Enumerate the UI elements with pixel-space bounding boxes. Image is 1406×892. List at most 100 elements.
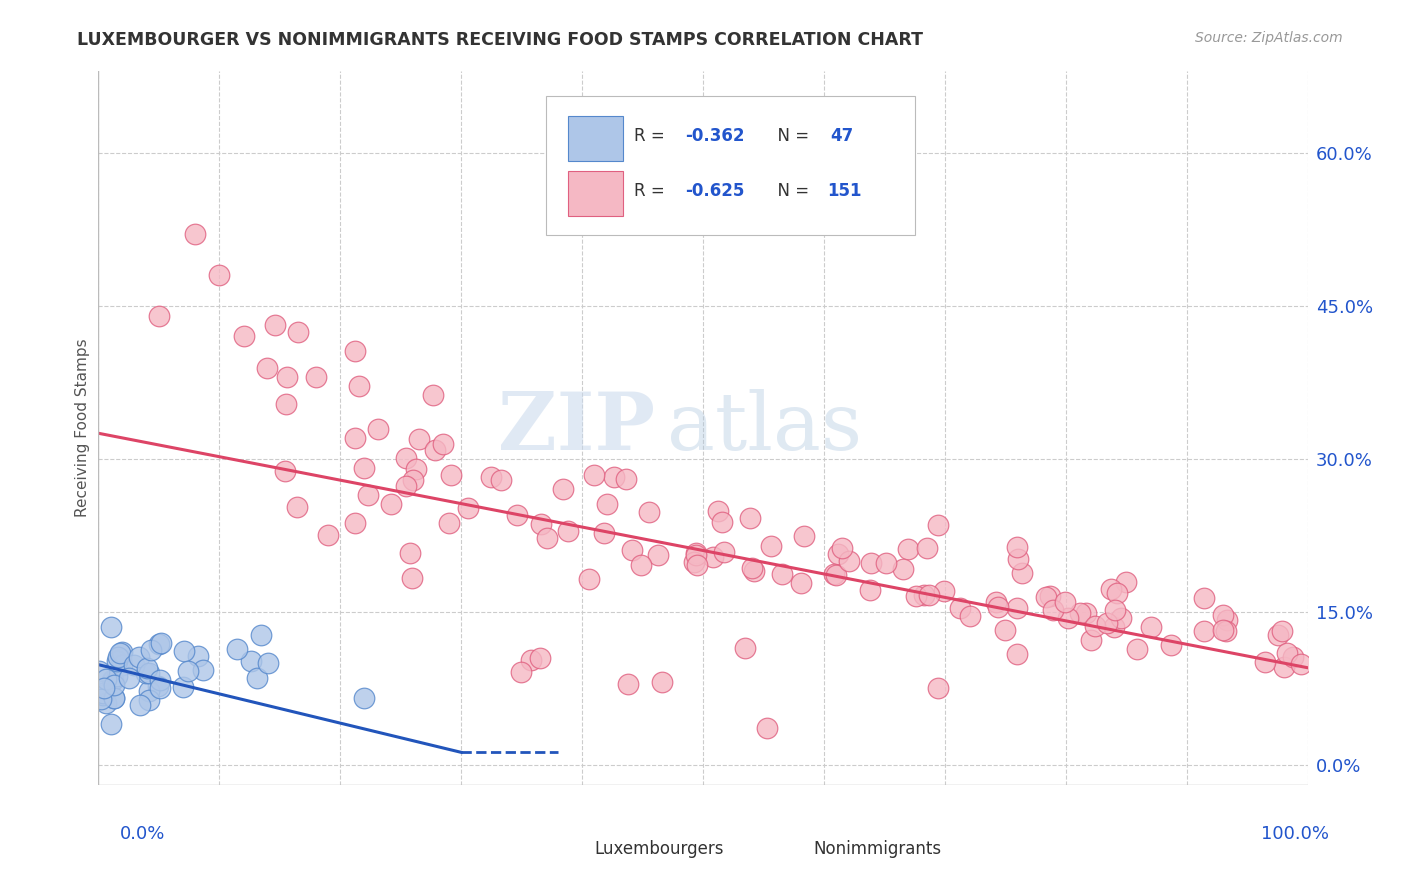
Point [1057, 610, 1080, 624]
Point [959, 608, 981, 623]
Point [529, 651, 551, 665]
Point [274, 464, 297, 478]
Point [905, 589, 928, 603]
Point [93, 681, 115, 695]
Point [770, 566, 793, 581]
Point [827, 547, 849, 561]
Point [1275, 646, 1298, 660]
Point [1005, 647, 1028, 661]
Point [103, 678, 125, 692]
Point [510, 665, 533, 679]
Point [343, 516, 366, 531]
Point [256, 656, 278, 670]
Point [250, 628, 273, 642]
Point [107, 649, 129, 664]
Point [101, 673, 124, 688]
Point [1104, 603, 1126, 617]
Point [353, 691, 375, 706]
Point [647, 549, 669, 563]
Point [305, 370, 328, 384]
Point [713, 544, 735, 558]
Point [1271, 624, 1294, 638]
Text: atlas: atlas [666, 389, 862, 467]
Point [1042, 603, 1064, 617]
Point [583, 468, 606, 483]
Point [1289, 657, 1312, 671]
Point [741, 561, 763, 575]
Point [915, 541, 938, 555]
Text: ZIP: ZIP [498, 389, 655, 467]
Point [432, 437, 454, 451]
Point [90, 692, 112, 706]
Point [1053, 595, 1076, 609]
Point [891, 562, 914, 576]
Point [742, 564, 765, 578]
Point [347, 378, 370, 392]
Point [553, 482, 575, 496]
Point [422, 388, 444, 402]
Point [912, 588, 935, 602]
Point [1005, 540, 1028, 554]
Point [353, 461, 375, 475]
Point [184, 227, 207, 242]
Text: 151: 151 [828, 182, 862, 200]
Point [274, 397, 297, 411]
Point [87, 664, 110, 678]
Point [1011, 566, 1033, 580]
Point [793, 529, 815, 543]
Point [683, 555, 706, 569]
Point [506, 508, 529, 523]
Point [1039, 590, 1062, 604]
FancyBboxPatch shape [568, 171, 623, 216]
Point [105, 655, 128, 669]
Text: R =: R = [634, 127, 671, 145]
Point [994, 623, 1017, 637]
Point [103, 690, 125, 705]
Text: R =: R = [634, 182, 671, 200]
Point [1160, 638, 1182, 652]
Point [489, 473, 512, 487]
Point [1192, 624, 1215, 639]
Point [984, 595, 1007, 609]
Point [232, 329, 254, 343]
FancyBboxPatch shape [543, 833, 588, 865]
Point [1140, 620, 1163, 634]
Point [423, 442, 446, 457]
Point [859, 582, 882, 597]
Point [108, 646, 131, 660]
Point [530, 517, 553, 532]
Point [1099, 582, 1122, 596]
Point [1216, 613, 1239, 627]
Point [146, 679, 169, 693]
Point [651, 674, 673, 689]
Point [860, 556, 883, 570]
Point [138, 684, 160, 698]
Point [437, 516, 460, 530]
Point [357, 487, 380, 501]
Point [1069, 606, 1091, 620]
Point [897, 541, 920, 556]
Point [987, 600, 1010, 615]
Point [138, 665, 160, 680]
FancyBboxPatch shape [546, 96, 915, 235]
Point [408, 432, 430, 446]
Text: N =: N = [768, 182, 814, 200]
Text: -0.362: -0.362 [685, 127, 744, 145]
Point [927, 681, 949, 695]
Point [172, 680, 194, 694]
Point [124, 657, 146, 672]
Point [101, 673, 124, 687]
Point [1035, 591, 1057, 605]
FancyBboxPatch shape [568, 116, 623, 161]
Text: 100.0%: 100.0% [1261, 825, 1329, 843]
Point [831, 541, 853, 555]
Point [149, 673, 172, 687]
Point [756, 721, 779, 735]
Point [1084, 619, 1107, 633]
Point [825, 568, 848, 582]
Point [823, 567, 845, 582]
Point [118, 671, 141, 685]
Point [710, 516, 733, 530]
Text: N =: N = [768, 127, 814, 145]
Point [256, 361, 278, 376]
